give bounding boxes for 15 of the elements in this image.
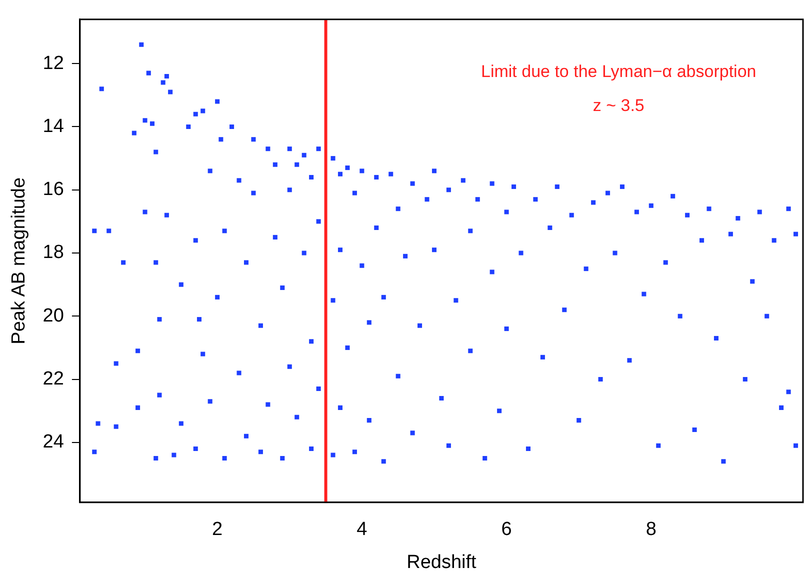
x-axis-title: Redshift	[406, 552, 478, 573]
y-tick-label: 22	[42, 368, 64, 390]
y-tick-label: 14	[42, 116, 64, 137]
annotation: Limit due to the Lyman−α absorption	[481, 62, 756, 82]
y-axis-title: Peak AB magnitude	[8, 177, 30, 344]
y-tick-label: 18	[42, 242, 64, 264]
x-tick-label: 8	[646, 519, 656, 540]
x-tick-label: 6	[501, 519, 512, 540]
x-tick-label: 2	[212, 519, 223, 540]
annotation: z ~ 3.5	[592, 96, 644, 116]
y-tick-label: 12	[42, 52, 64, 74]
x-tick-label: 4	[356, 519, 368, 540]
y-tick-label: 24	[42, 432, 64, 453]
y-tick-label: 20	[42, 305, 64, 326]
y-tick-label: 16	[42, 179, 64, 200]
